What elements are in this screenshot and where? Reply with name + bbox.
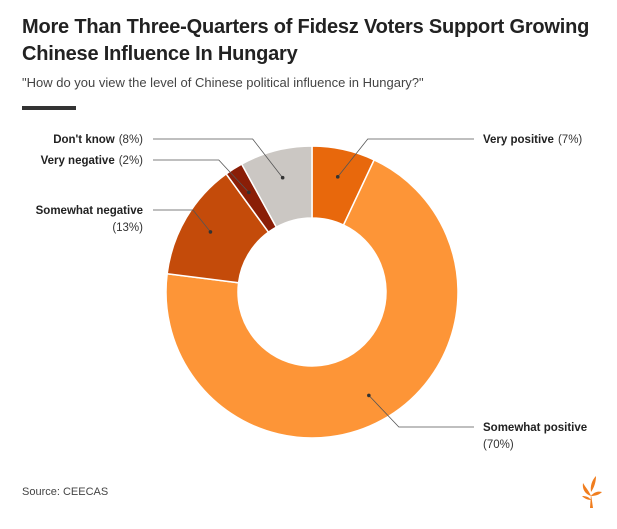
- leader-line: [337, 138, 474, 178]
- slice-label-value: (70%): [483, 439, 514, 451]
- slice-label-name: Very positive: [483, 134, 554, 146]
- rferl-logo-icon: [582, 476, 602, 508]
- slice-label-name: Don't know: [53, 134, 115, 146]
- leader-lines-group: [153, 138, 474, 428]
- leader-dot: [246, 190, 251, 195]
- slice-somewhat-positive: [165, 158, 459, 439]
- chart-subtitle: "How do you view the level of Chinese po…: [22, 75, 424, 90]
- slice-don-t-know: [240, 145, 313, 229]
- leader-line: [368, 395, 474, 428]
- source-note: Source: CEECAS: [22, 486, 109, 498]
- slice-label-name: Somewhat positive: [483, 422, 587, 434]
- slice-label: Very negative (2%): [41, 155, 144, 167]
- slice-label: Don't know (8%): [53, 134, 143, 146]
- slice-label: Very positive (7%): [483, 134, 582, 146]
- leader-dot: [367, 393, 371, 398]
- slice-label: Somewhat negative (13%): [36, 205, 144, 234]
- leader-line: [153, 159, 250, 193]
- slice-label-name: Somewhat negative: [36, 205, 143, 217]
- chart-title: More Than Three-Quarters of Fidesz Voter…: [22, 16, 590, 65]
- leader-dot: [280, 175, 285, 180]
- title-rule: [22, 106, 76, 110]
- leader-dot: [208, 230, 213, 234]
- slice-label-value: (13%): [112, 222, 143, 234]
- slice-label-name: Very negative: [41, 155, 115, 167]
- slices-group: [165, 145, 459, 439]
- slice-label-value: (7%): [558, 134, 582, 146]
- leader-dot: [335, 175, 340, 179]
- slice-label: Somewhat positive (70%): [483, 422, 587, 451]
- slice-label-value: (2%): [119, 155, 143, 167]
- labels-group: Very positive (7%)Somewhat positive (70%)S…: [36, 134, 588, 451]
- leader-line: [153, 138, 283, 178]
- leader-line: [153, 209, 211, 233]
- slice-label-value: (8%): [119, 134, 143, 146]
